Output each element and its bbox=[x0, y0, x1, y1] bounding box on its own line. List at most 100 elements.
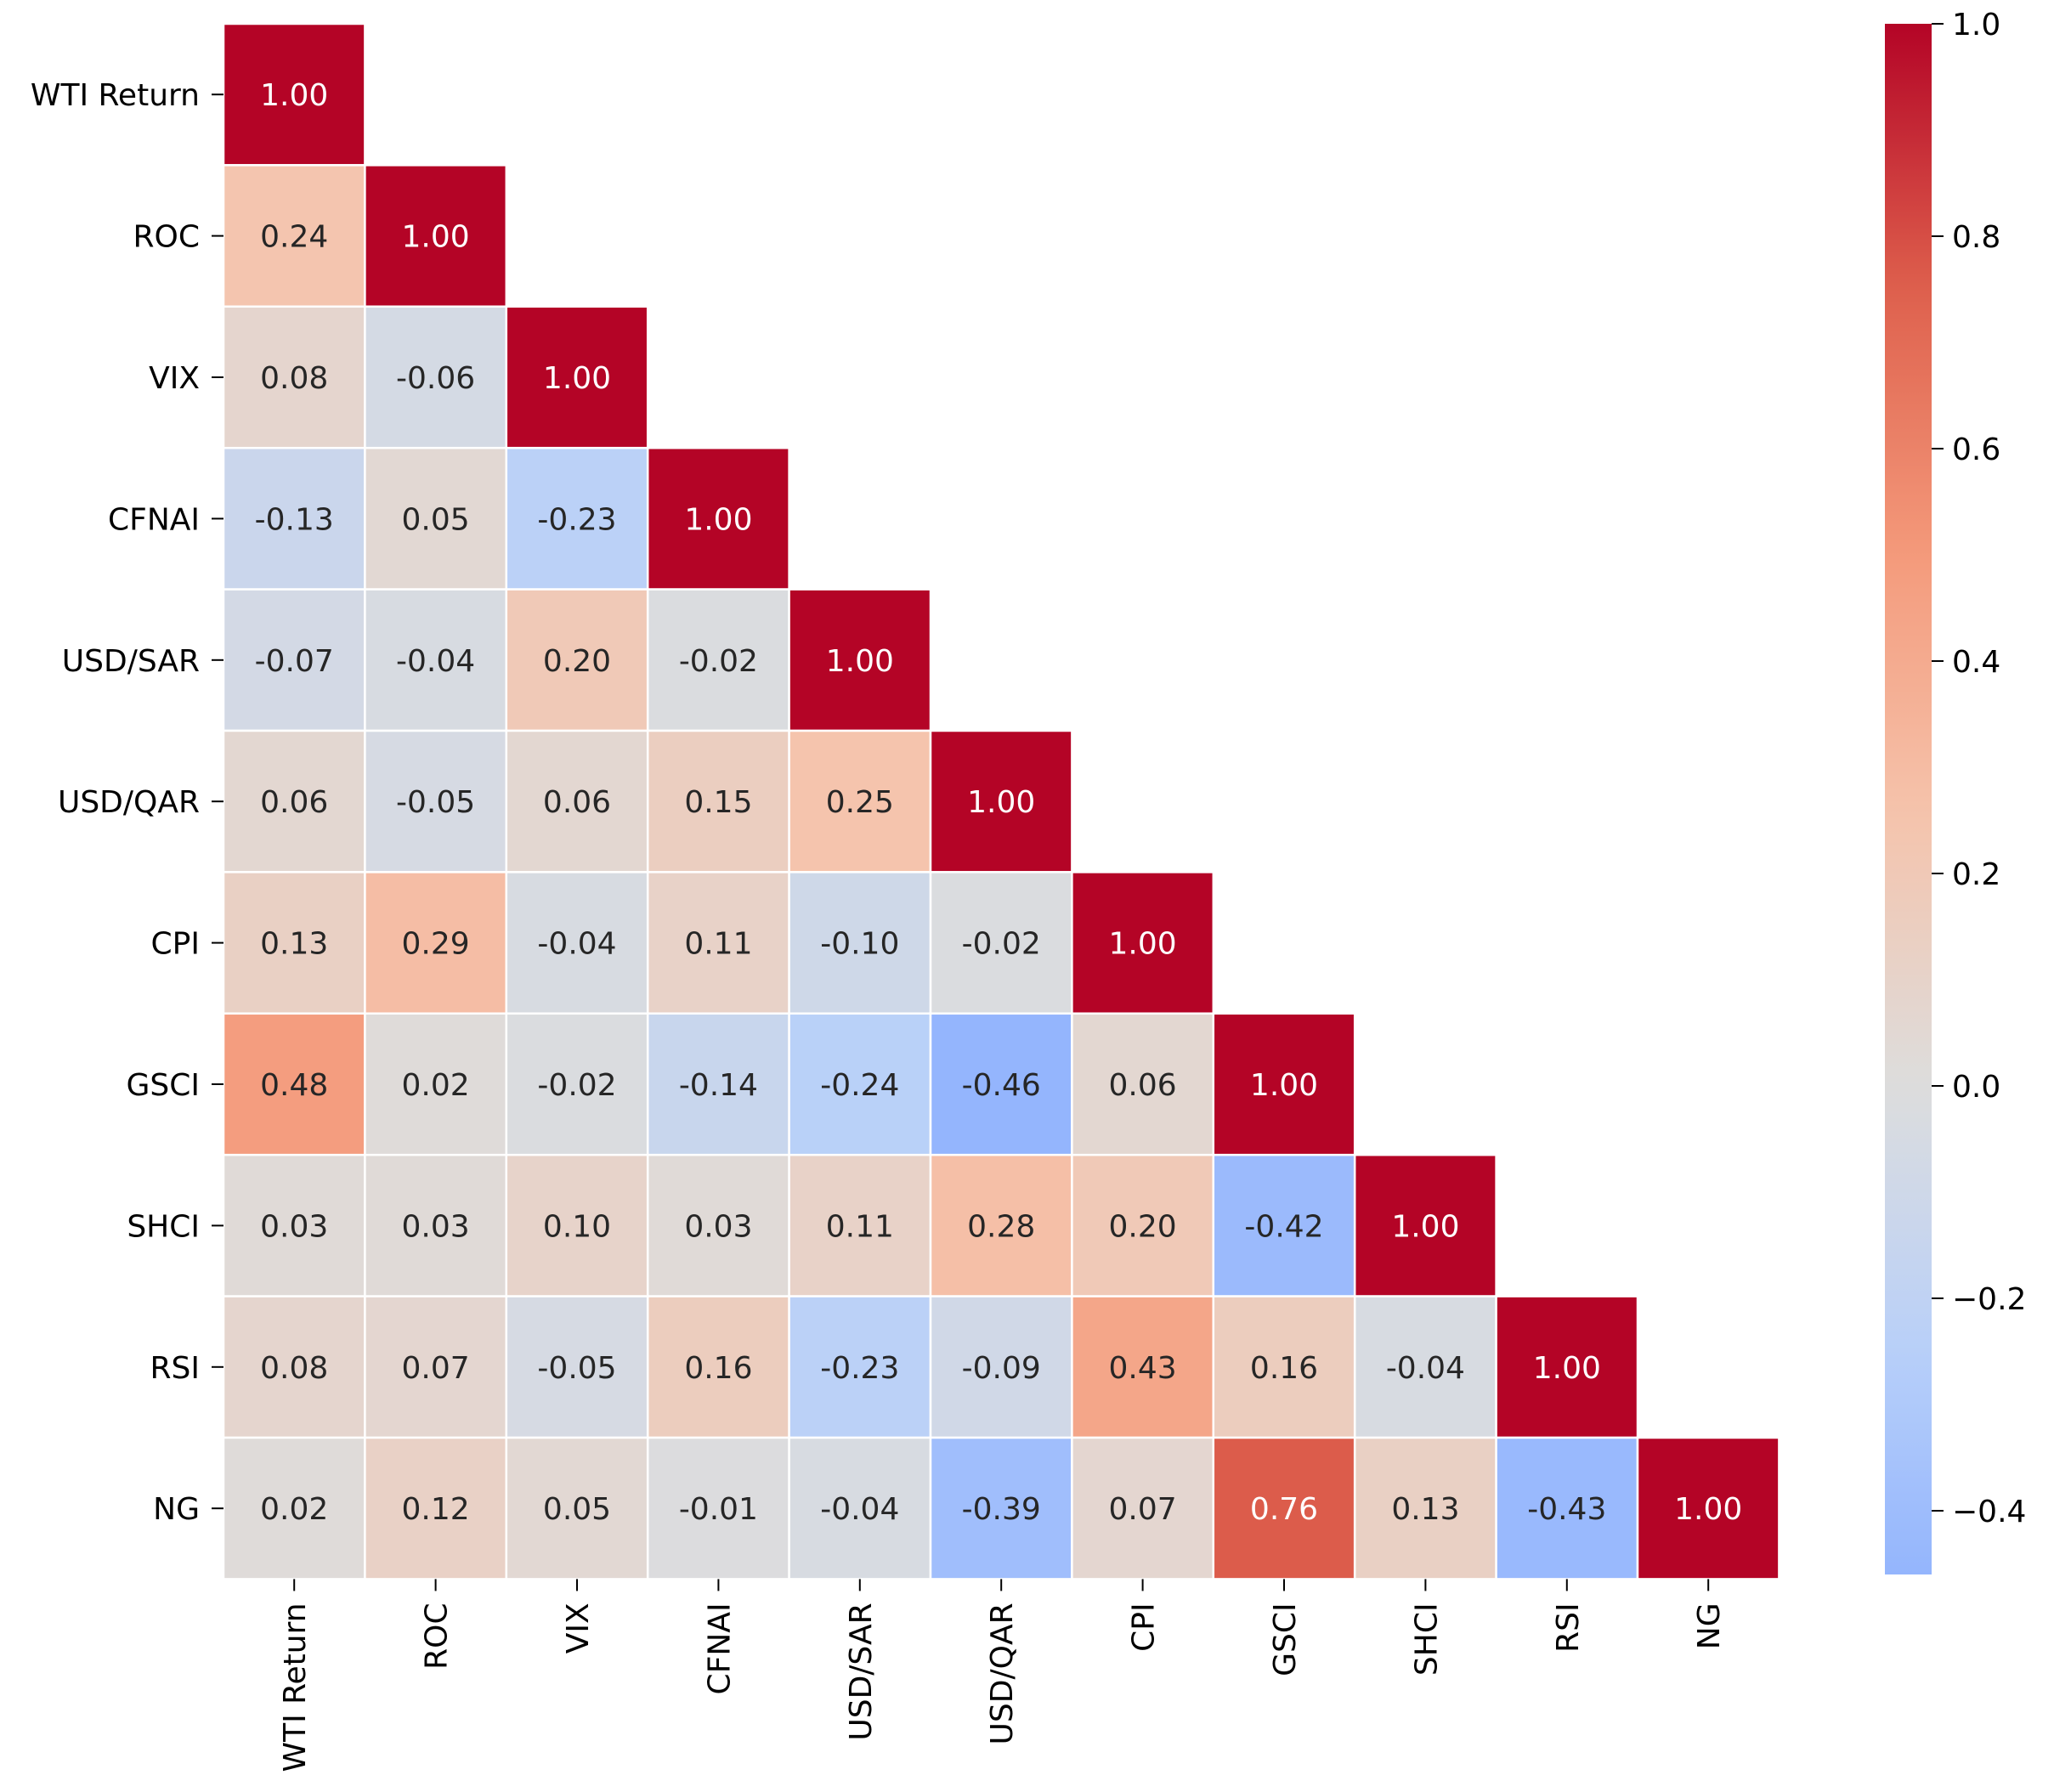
y-tick-label: ROC bbox=[133, 220, 201, 255]
heatmap-cell bbox=[222, 1012, 366, 1156]
heatmap-cell bbox=[1353, 1436, 1497, 1580]
cell-value-label: -0.13 bbox=[255, 502, 334, 537]
cell-value-label: -0.42 bbox=[1244, 1209, 1323, 1244]
y-tick-label: RSI bbox=[150, 1351, 200, 1386]
y-tick-label: GSCI bbox=[126, 1068, 200, 1103]
heatmap-cell bbox=[505, 1153, 649, 1297]
heatmap-cell bbox=[1212, 1012, 1356, 1156]
cell-value-label: 0.07 bbox=[1109, 1492, 1177, 1527]
colorbar-tick-label: 0.0 bbox=[1952, 1070, 2000, 1105]
heatmap-cell bbox=[1353, 1153, 1497, 1297]
cell-value-label: -0.01 bbox=[679, 1492, 758, 1527]
cell-value-label: -0.04 bbox=[537, 927, 616, 962]
cell-value-label: -0.02 bbox=[962, 927, 1041, 962]
cell-value-label: 0.03 bbox=[684, 1209, 752, 1244]
cell-value-label: 0.28 bbox=[967, 1209, 1035, 1244]
cell-value-label: 0.08 bbox=[260, 361, 328, 396]
x-tick-label: RSI bbox=[1551, 1603, 1586, 1652]
cell-value-label: 1.00 bbox=[684, 502, 752, 537]
cell-value-label: -0.04 bbox=[396, 644, 475, 679]
heatmap-cell bbox=[222, 1295, 366, 1439]
cell-value-label: 0.15 bbox=[684, 785, 752, 820]
cell-value-label: 0.08 bbox=[260, 1351, 328, 1386]
colorbar-tick-label: −0.2 bbox=[1952, 1282, 2026, 1317]
cell-value-label: -0.39 bbox=[962, 1492, 1041, 1527]
x-tick-label: ROC bbox=[420, 1603, 455, 1670]
cell-value-label: 0.76 bbox=[1250, 1492, 1318, 1527]
heatmap-cell bbox=[1636, 1436, 1780, 1580]
cell-value-label: 0.05 bbox=[543, 1492, 611, 1527]
cell-value-label: 0.03 bbox=[260, 1209, 328, 1244]
cell-value-label: 0.29 bbox=[402, 927, 470, 962]
cell-value-label: -0.23 bbox=[537, 502, 616, 537]
cell-value-label: -0.14 bbox=[679, 1068, 758, 1103]
heatmap-cell bbox=[1071, 1153, 1215, 1297]
heatmap-cell bbox=[1212, 1295, 1356, 1439]
y-tick-label: USD/SAR bbox=[62, 644, 200, 679]
cell-value-label: 0.20 bbox=[543, 644, 611, 679]
cell-value-label: 0.43 bbox=[1109, 1351, 1177, 1386]
cell-value-label: -0.06 bbox=[396, 361, 475, 396]
cell-value-label: -0.05 bbox=[537, 1351, 616, 1386]
cell-value-label: 1.00 bbox=[1533, 1351, 1601, 1386]
cell-value-label: 0.11 bbox=[826, 1209, 894, 1244]
heatmap-cell bbox=[222, 164, 366, 308]
heatmap-cell bbox=[364, 588, 508, 732]
heatmap-cell bbox=[646, 871, 790, 1015]
cell-value-label: 1.00 bbox=[402, 220, 470, 255]
heatmap-cell bbox=[788, 729, 932, 873]
y-tick-label: WTI Return bbox=[31, 78, 200, 113]
cell-value-label: -0.02 bbox=[679, 644, 758, 679]
cell-value-label: 1.00 bbox=[543, 361, 611, 396]
heatmap-cell bbox=[222, 1436, 366, 1580]
cell-value-label: -0.04 bbox=[1386, 1351, 1465, 1386]
y-tick-label: SHCI bbox=[127, 1209, 200, 1244]
cell-value-label: -0.43 bbox=[1527, 1492, 1606, 1527]
cell-value-label: -0.07 bbox=[255, 644, 334, 679]
heatmap-cell bbox=[222, 305, 366, 449]
x-tick-label: GSCI bbox=[1268, 1603, 1303, 1676]
y-tick-label: USD/QAR bbox=[58, 785, 200, 820]
heatmap-cell bbox=[364, 446, 508, 591]
cell-value-label: 0.20 bbox=[1109, 1209, 1177, 1244]
heatmap-cell bbox=[1495, 1295, 1639, 1439]
heatmap-cell bbox=[505, 1012, 649, 1156]
cell-value-label: 0.13 bbox=[1391, 1492, 1459, 1527]
x-axis: WTI Return ROC VIX CFNAI USD/SAR USD/QAR CPI GS… bbox=[278, 1579, 1727, 1772]
cell-value-label: 0.11 bbox=[684, 927, 752, 962]
x-tick-label: SHCI bbox=[1409, 1603, 1444, 1676]
y-tick-label: NG bbox=[153, 1492, 200, 1527]
heatmap-cell bbox=[364, 871, 508, 1015]
colorbar-tick-label: 0.6 bbox=[1952, 432, 2000, 467]
cell-value-label: 0.12 bbox=[402, 1492, 470, 1527]
cell-value-label: 0.16 bbox=[684, 1351, 752, 1386]
heatmap-cells: 1.00 0.24 1.00 0.08 -0.06 1.00 -0.13 0.05 -0.23 1… bbox=[222, 22, 1780, 1580]
cell-value-label: -0.09 bbox=[962, 1351, 1041, 1386]
cell-value-label: -0.23 bbox=[820, 1351, 899, 1386]
cell-value-label: -0.02 bbox=[537, 1068, 616, 1103]
heatmap-cell bbox=[646, 1436, 790, 1580]
cell-value-label: 0.03 bbox=[402, 1209, 470, 1244]
cell-value-label: 1.00 bbox=[967, 785, 1035, 820]
cell-value-label: 0.06 bbox=[260, 785, 328, 820]
cell-value-label: 0.24 bbox=[260, 220, 328, 255]
heatmap-cell bbox=[222, 1153, 366, 1297]
heatmap-cell bbox=[788, 588, 932, 732]
cell-value-label: 1.00 bbox=[1391, 1209, 1459, 1244]
heatmap-cell bbox=[929, 871, 1073, 1015]
x-tick-label: USD/SAR bbox=[844, 1603, 879, 1740]
colorbar-tick-label: −0.4 bbox=[1952, 1495, 2026, 1529]
heatmap-cell bbox=[364, 1295, 508, 1439]
heatmap-cell bbox=[1071, 871, 1215, 1015]
cell-value-label: -0.05 bbox=[396, 785, 475, 820]
cell-value-label: 0.02 bbox=[402, 1068, 470, 1103]
colorbar-tick-label: 1.0 bbox=[1952, 8, 2000, 42]
colorbar-tick-label: 0.4 bbox=[1952, 645, 2000, 680]
colorbar-gradient bbox=[1885, 24, 1932, 1574]
cell-value-label: 1.00 bbox=[826, 644, 894, 679]
cell-value-label: 1.00 bbox=[1250, 1068, 1318, 1103]
heatmap-cell bbox=[505, 1295, 649, 1439]
cell-value-label: -0.46 bbox=[962, 1068, 1041, 1103]
colorbar-ticks: 1.0 0.8 0.6 0.4 0.2 0.0 −0.2 −0.4 bbox=[1932, 8, 2026, 1529]
